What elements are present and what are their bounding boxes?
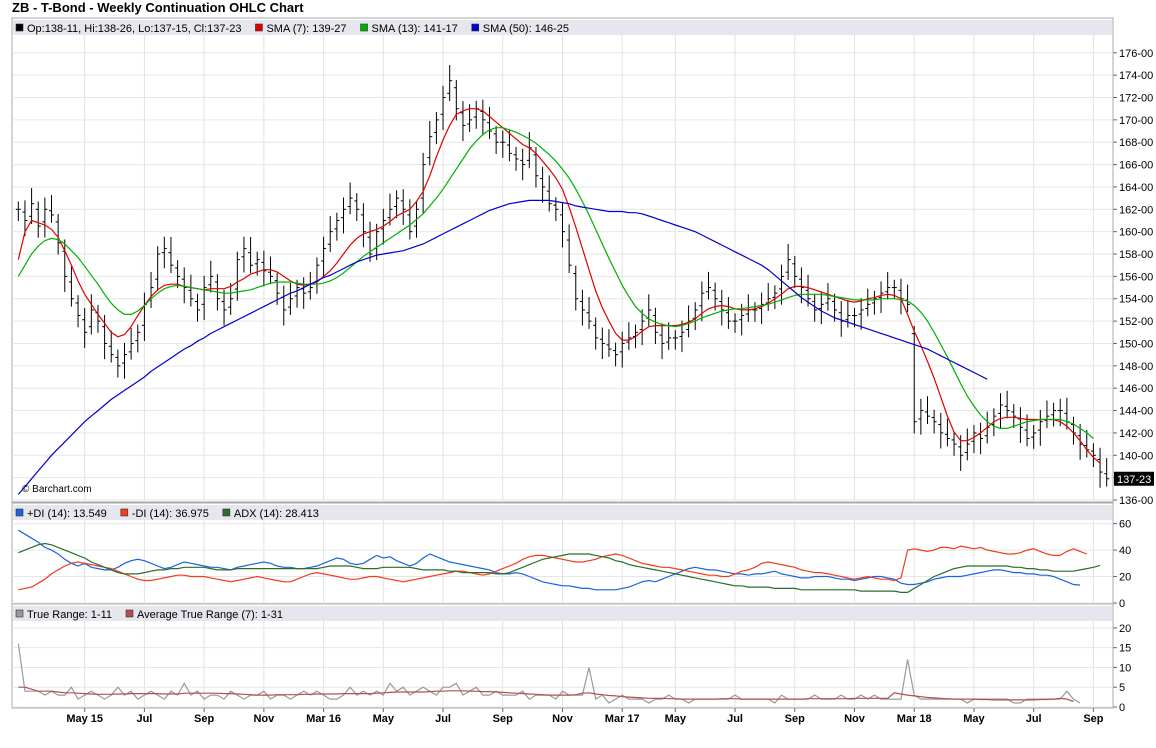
ohlc-bars bbox=[15, 65, 1110, 488]
legend-label: ADX (14): 28.413 bbox=[234, 508, 319, 520]
y-tick-label: 10 bbox=[1119, 662, 1131, 674]
legend-label: SMA (50): 146-25 bbox=[483, 23, 569, 35]
legend-swatch bbox=[255, 23, 263, 32]
legend-label: Average True Range (7): 1-31 bbox=[137, 609, 283, 621]
y-tick-label: 172-00 bbox=[1119, 92, 1153, 104]
x-tick-label: Nov bbox=[253, 713, 275, 725]
last-price-box bbox=[1114, 471, 1154, 486]
legend-swatch bbox=[15, 508, 24, 517]
x-tick-label: Nov bbox=[552, 713, 574, 725]
legend-band bbox=[13, 505, 1112, 520]
y-tick-label: 162-00 bbox=[1119, 204, 1153, 216]
y-tick-label: 0 bbox=[1119, 702, 1125, 714]
y-tick-label: 150-00 bbox=[1119, 338, 1153, 350]
x-tick-label: May bbox=[963, 713, 985, 725]
x-tick-label: Sep bbox=[194, 713, 214, 725]
x-tick-label: Jul bbox=[435, 713, 451, 725]
legend-label: SMA (13): 141-17 bbox=[372, 23, 458, 35]
y-tick-label: 0 bbox=[1119, 598, 1125, 610]
legend-swatch bbox=[15, 609, 24, 618]
credit-label: © Barchart.com bbox=[22, 484, 92, 495]
x-tick-label: Sep bbox=[785, 713, 805, 725]
y-tick-label: 142-00 bbox=[1119, 428, 1153, 440]
legend-label: SMA (7): 139-27 bbox=[266, 23, 346, 35]
y-tick-label: 160-00 bbox=[1119, 227, 1153, 239]
x-tick-label: Mar 17 bbox=[605, 713, 640, 725]
x-tick-label: Jul bbox=[1026, 713, 1042, 725]
last-price-label: 137-23 bbox=[1117, 474, 1151, 486]
series-line-average-true-range-7 bbox=[18, 686, 1074, 703]
legend-label: -DI (14): 36.975 bbox=[132, 508, 209, 520]
series-line-sma-13 bbox=[17, 127, 1094, 439]
y-tick-label: 170-00 bbox=[1119, 115, 1153, 127]
x-tick-label: Mar 18 bbox=[897, 713, 932, 725]
y-tick-label: 168-00 bbox=[1119, 137, 1153, 149]
y-tick-label: 5 bbox=[1119, 682, 1125, 694]
x-tick-label: May bbox=[373, 713, 395, 725]
legend-swatch bbox=[120, 508, 129, 517]
legend-label: Op:138-11, Hi:138-26, Lo:137-15, Cl:137-… bbox=[27, 23, 241, 35]
y-tick-label: 60 bbox=[1119, 519, 1131, 531]
legend-label: +DI (14): 13.549 bbox=[27, 508, 107, 520]
legend-swatch bbox=[125, 609, 134, 618]
x-tick-label: Mar 16 bbox=[306, 713, 341, 725]
legend-band bbox=[13, 606, 1112, 621]
y-tick-label: 140-00 bbox=[1119, 450, 1153, 462]
y-tick-label: 20 bbox=[1119, 572, 1131, 584]
y-tick-label: 20 bbox=[1119, 623, 1131, 635]
y-tick-label: 176-00 bbox=[1119, 48, 1153, 60]
y-tick-label: 152-00 bbox=[1119, 316, 1153, 328]
legend-swatch bbox=[222, 508, 231, 517]
series-line-sma-50 bbox=[17, 199, 988, 495]
x-tick-label: May 15 bbox=[66, 713, 103, 725]
legend-band bbox=[13, 20, 1112, 35]
legend-swatch bbox=[15, 23, 24, 32]
x-tick-label: Nov bbox=[844, 713, 866, 725]
y-tick-label: 174-00 bbox=[1119, 70, 1153, 82]
legend-swatch bbox=[360, 23, 368, 32]
x-tick-label: Sep bbox=[493, 713, 513, 725]
x-tick-label: Sep bbox=[1083, 713, 1103, 725]
y-tick-label: 154-00 bbox=[1119, 294, 1153, 306]
series-line--di-14 bbox=[17, 529, 1081, 591]
y-tick-label: 15 bbox=[1119, 643, 1131, 655]
x-tick-label: Jul bbox=[136, 713, 152, 725]
x-tick-label: Jul bbox=[727, 713, 743, 725]
y-tick-label: 148-00 bbox=[1119, 361, 1153, 373]
y-tick-label: 144-00 bbox=[1119, 406, 1153, 418]
chart-title: ZB - T-Bond - Weekly Continuation OHLC C… bbox=[12, 0, 304, 15]
y-tick-label: 166-00 bbox=[1119, 160, 1153, 172]
y-tick-label: 158-00 bbox=[1119, 249, 1153, 261]
y-tick-label: 40 bbox=[1119, 545, 1131, 557]
y-tick-label: 164-00 bbox=[1119, 182, 1153, 194]
x-tick-label: May bbox=[665, 713, 687, 725]
y-tick-label: 146-00 bbox=[1119, 383, 1153, 395]
legend-swatch bbox=[471, 23, 480, 32]
y-tick-label: 156-00 bbox=[1119, 271, 1153, 283]
legend-label: True Range: 1-11 bbox=[27, 609, 112, 621]
y-tick-label: 136-00 bbox=[1119, 495, 1153, 507]
series-line-adx-14 bbox=[18, 542, 1101, 594]
